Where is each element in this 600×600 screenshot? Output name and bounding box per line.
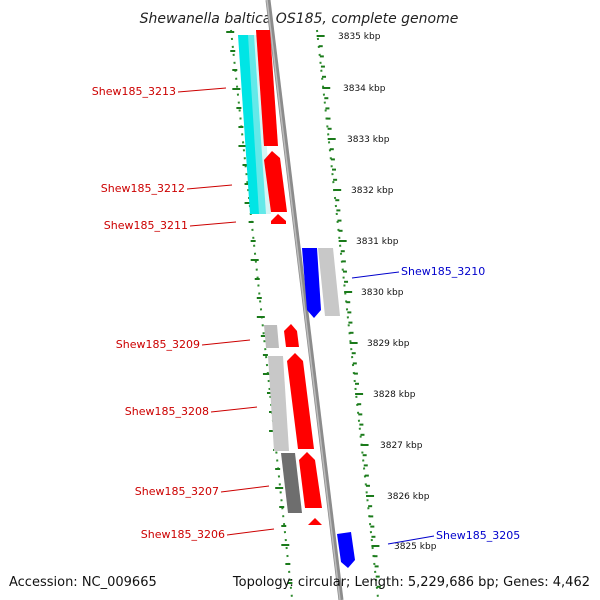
gene-leader-line — [210, 406, 258, 413]
gene-arrow-shew185_3209[interactable] — [284, 324, 299, 347]
tick-label: 3825 kbp — [394, 542, 437, 552]
dark-overlay-3207 — [281, 453, 302, 513]
tick-label: 3828 kbp — [373, 390, 416, 400]
gene-arrow-shew185_3213[interactable] — [256, 30, 278, 146]
gene-label-shew185_3208[interactable]: Shew185_3208 — [125, 405, 209, 418]
genome-summary-text: Topology: circular; Length: 5,229,686 bp… — [232, 575, 590, 590]
outer-ticks — [316, 35, 381, 588]
gene-arrow-shew185_3212[interactable] — [264, 151, 287, 212]
gene-leader-line — [387, 535, 435, 545]
gray-overlay-3210 — [318, 248, 340, 316]
gene-leader-line — [351, 271, 400, 279]
tick-label: 3834 kbp — [343, 84, 386, 94]
gene-label-shew185_3205[interactable]: Shew185_3205 — [436, 529, 520, 542]
tick-label: 3833 kbp — [347, 135, 390, 145]
tick-label: 3827 kbp — [380, 441, 423, 451]
gene-leader-line — [186, 184, 233, 190]
gene-leader-line — [220, 485, 270, 493]
gene-arrow-shew185_3210[interactable] — [302, 248, 321, 318]
gene-leader-line — [226, 528, 275, 536]
gene-arrow-shew185_3211[interactable] — [271, 214, 286, 224]
gene-leader-line — [177, 87, 227, 93]
gene-leader-line — [201, 339, 251, 346]
tick-label: 3826 kbp — [387, 492, 430, 502]
genome-backbone — [265, 0, 344, 600]
gene-leader-line — [189, 221, 237, 227]
gene-arrow-shew185_3205[interactable] — [337, 532, 355, 568]
gene-arrow-shew185_3207[interactable] — [299, 452, 322, 508]
gene-label-shew185_3212[interactable]: Shew185_3212 — [101, 182, 185, 195]
gene-label-shew185_3209[interactable]: Shew185_3209 — [116, 338, 200, 351]
genome-backbone-highlight — [266, 0, 341, 600]
gray-overlay-3209 — [264, 325, 279, 348]
gene-labels: Shew185_3213 Shew185_3212 Shew185_3211 Shew… — [92, 85, 520, 545]
gene-arrows — [256, 30, 355, 568]
tick-labels: 3835 kbp 3834 kbp 3833 kbp 3832 kbp 3831 kbp… — [338, 32, 437, 552]
gene-label-shew185_3213[interactable]: Shew185_3213 — [92, 85, 176, 98]
gene-label-shew185_3211[interactable]: Shew185_3211 — [104, 219, 188, 232]
tick-label: 3829 kbp — [367, 339, 410, 349]
gray-overlay-3208 — [268, 356, 289, 451]
tick-label: 3835 kbp — [338, 32, 381, 42]
gene-label-shew185_3210[interactable]: Shew185_3210 — [401, 265, 485, 278]
accession-text: Accession: NC_009665 — [9, 575, 157, 590]
map-title: Shewanella baltica OS185, complete genom… — [140, 11, 459, 27]
tick-label: 3832 kbp — [351, 186, 394, 196]
gene-arrow-shew185_3206[interactable] — [308, 518, 322, 525]
gene-label-shew185_3206[interactable]: Shew185_3206 — [141, 528, 225, 541]
gene-label-shew185_3207[interactable]: Shew185_3207 — [135, 485, 219, 498]
tick-label: 3831 kbp — [356, 237, 399, 247]
gene-arrow-shew185_3208[interactable] — [287, 353, 314, 449]
tick-label: 3830 kbp — [361, 288, 404, 298]
